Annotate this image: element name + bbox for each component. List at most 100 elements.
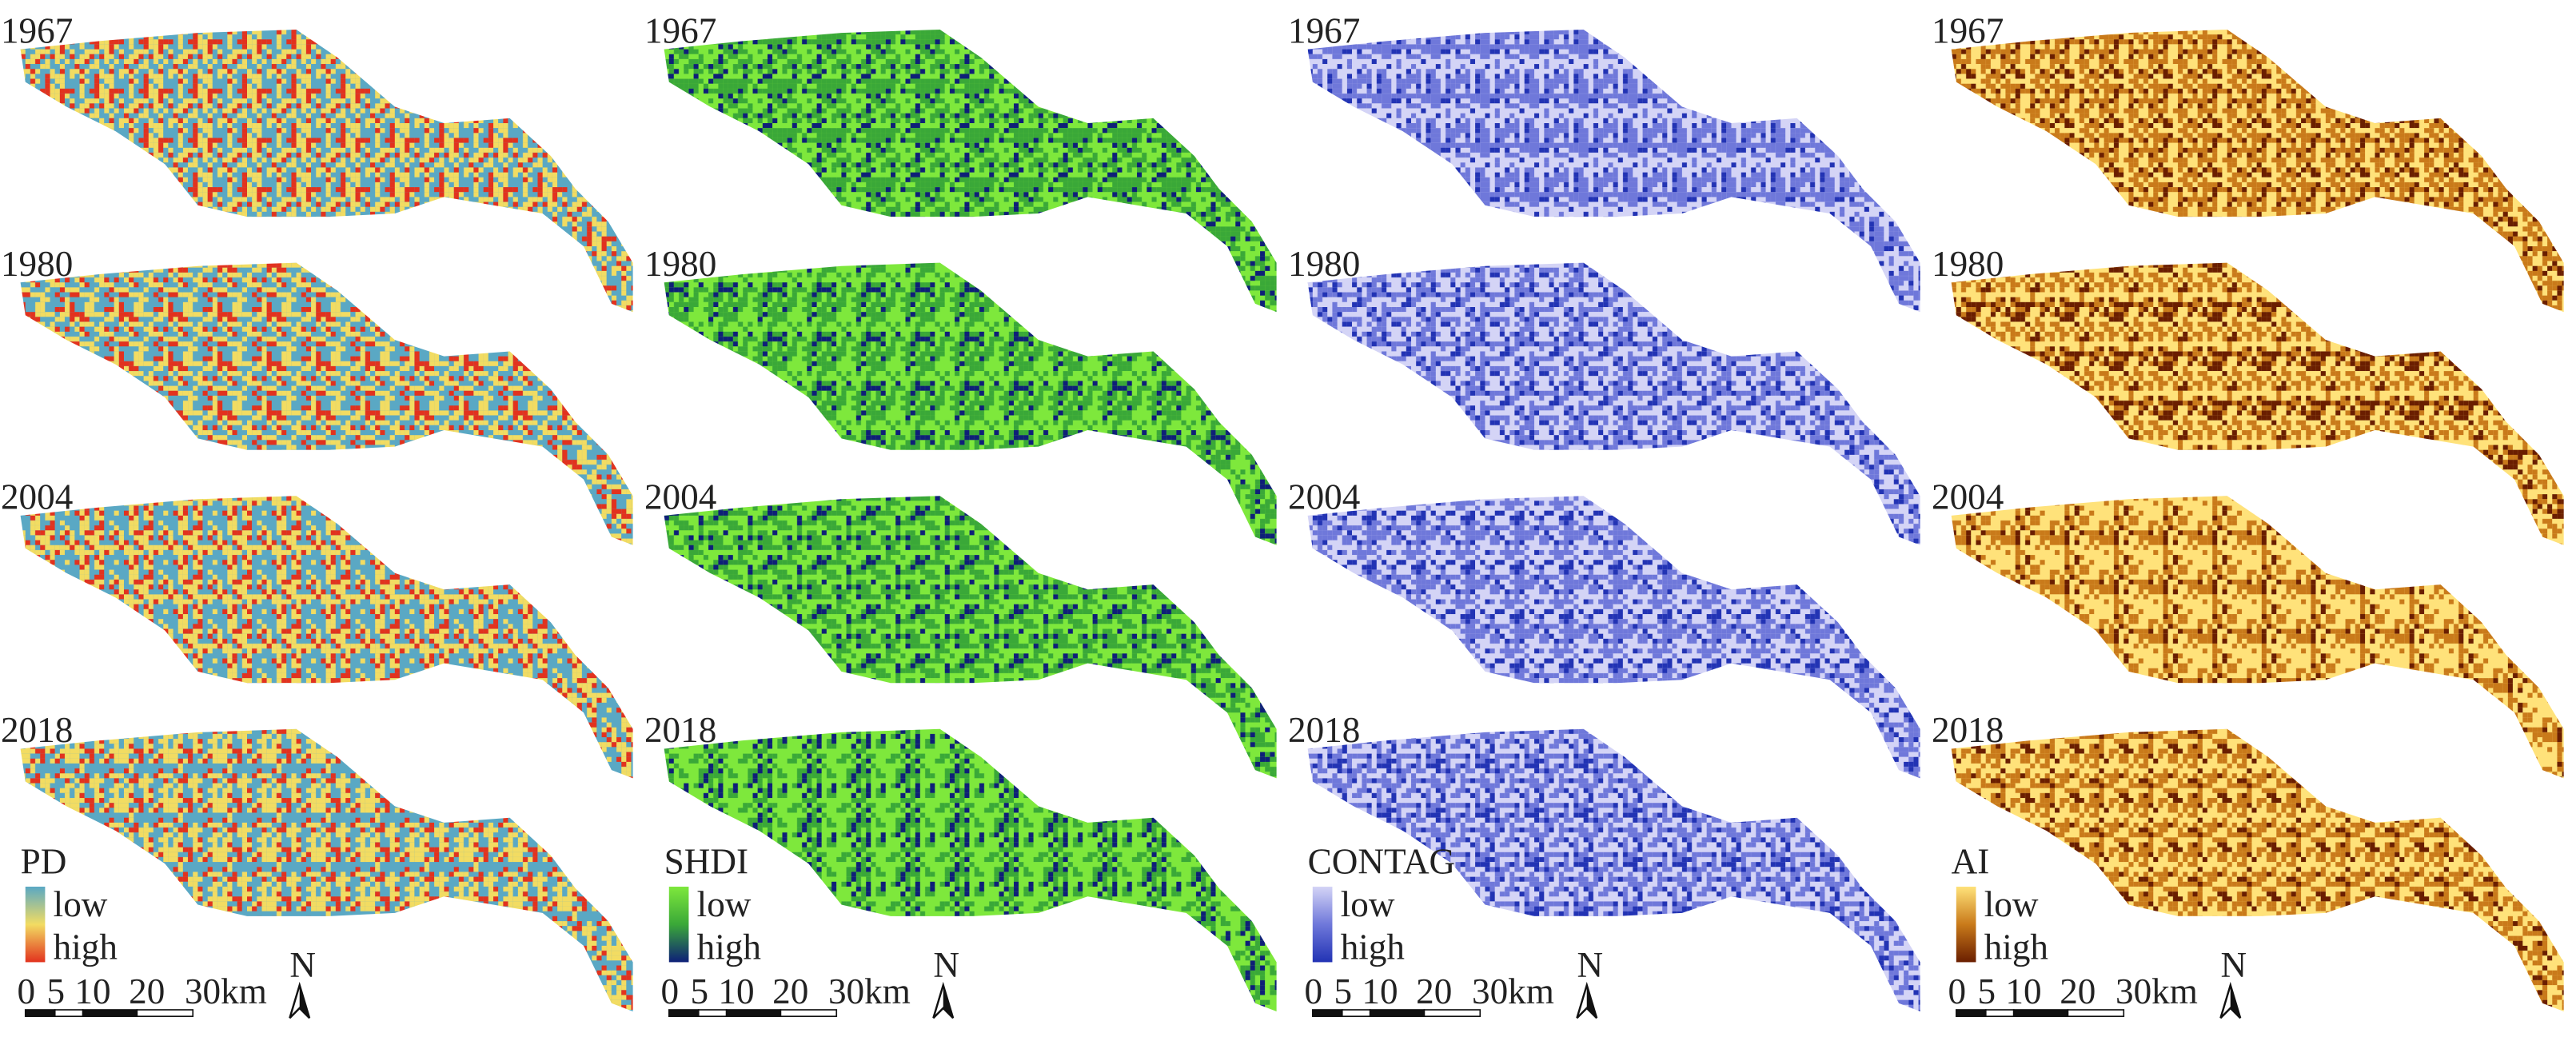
scale-bar-segment [1341,1009,1371,1018]
year-map: 1967 [1,10,633,313]
scale-label: 30km [1472,971,1554,1011]
scale-bar-segment [780,1009,838,1018]
year-label: 1967 [644,10,716,50]
scale-label: 30km [185,971,267,1011]
year-label: 1980 [1288,244,1360,284]
legend-title: SHDI [664,842,748,882]
year-map: 2018 [644,710,1277,1012]
legend-high: high [1984,927,2048,967]
year-label: 2018 [1,710,73,750]
legend-high: high [1341,927,1405,967]
year-label: 1967 [1,10,73,50]
scale-label: 30km [2115,971,2198,1011]
year-label: 2004 [1288,477,1360,517]
year-map: 2004 [1288,477,1920,779]
map-area [1307,496,1920,779]
scale-label: 5 [1334,971,1353,1011]
map-area [1951,496,2564,779]
year-map: 1967 [1288,10,1920,313]
scale-label: 5 [46,971,65,1011]
scale-label: 5 [1978,971,1996,1011]
scale-label: 20 [129,971,165,1011]
year-map: 1980 [644,244,1277,545]
scale-bar-segment [54,1009,84,1018]
year-map: 1980 [1288,244,1920,545]
scale-label: 10 [1362,971,1398,1011]
map-area [664,496,1277,779]
legend-high: high [697,927,761,967]
north-arrow-half [299,985,310,1019]
scale-bar-segment [1956,1009,1987,1018]
map-area [20,262,633,545]
year-label: 2018 [1288,710,1360,750]
map-area [1951,728,2564,1012]
year-label: 1967 [1288,10,1360,50]
scale-bar-segment [725,1009,782,1018]
year-map: 1980 [1932,244,2564,545]
scale-label: 10 [74,971,110,1011]
scale-label: 10 [718,971,754,1011]
scale-label: 20 [772,971,808,1011]
year-map: 1980 [1,244,633,545]
year-map: 2004 [1932,477,2564,779]
scale-label: 20 [1416,971,1452,1011]
legend-ramp [25,886,46,963]
legend-title: AI [1952,842,1990,882]
legend-title: PD [21,842,67,882]
year-map: 2004 [1,477,633,779]
legend-title: CONTAG [1308,842,1456,882]
legend-ramp [1312,886,1333,963]
map-area [664,728,1277,1012]
scale-bar-segment [1311,1009,1343,1018]
year-map: 2018 [1932,710,2564,1012]
legend-low: low [1341,884,1395,924]
scale-label: 5 [690,971,708,1011]
year-label: 2004 [644,477,716,517]
legend-low: low [54,884,108,924]
scale-bar-segment [668,1009,700,1018]
north-label: N [2220,945,2247,985]
scale-label: 0 [1948,971,1967,1011]
scale-label: 0 [1305,971,1323,1011]
scale-bar-segment [24,1009,56,1018]
map-area [1307,29,1920,313]
year-map: 2004 [644,477,1277,779]
north-label: N [933,945,959,985]
legend-high: high [54,927,118,967]
map-area [20,496,633,779]
scale-label: 20 [2060,971,2095,1011]
scale-bar-segment [136,1009,194,1018]
scale-label: 30km [828,971,911,1011]
year-map: 2018 [1288,710,1920,1012]
scale-label: 0 [17,971,35,1011]
legend-ramp [1956,886,1976,963]
map-area [1951,29,2564,313]
year-map: 1967 [644,10,1277,313]
map-area [1307,262,1920,545]
year-label: 2018 [644,710,716,750]
legend-low: low [1984,884,2039,924]
north-label: N [289,945,316,985]
scale-bar-segment [1984,1009,2015,1018]
year-label: 1980 [644,244,716,284]
year-label: 2004 [1932,477,2004,517]
year-label: 2004 [1,477,73,517]
scale-bar-segment [82,1009,138,1018]
map-area [1951,262,2564,545]
map-area [20,728,633,1012]
legend-low: low [697,884,752,924]
scale-bar-segment [2067,1009,2125,1018]
north-arrow-half [2230,985,2241,1019]
year-map: 2018 [1,710,633,1012]
scale-label: 0 [661,971,680,1011]
year-label: 1980 [1932,244,2004,284]
map-area [1307,728,1920,1012]
scale-bar-segment [697,1009,728,1018]
year-map: 1967 [1932,10,2564,313]
scale-bar-segment [1369,1009,1426,1018]
